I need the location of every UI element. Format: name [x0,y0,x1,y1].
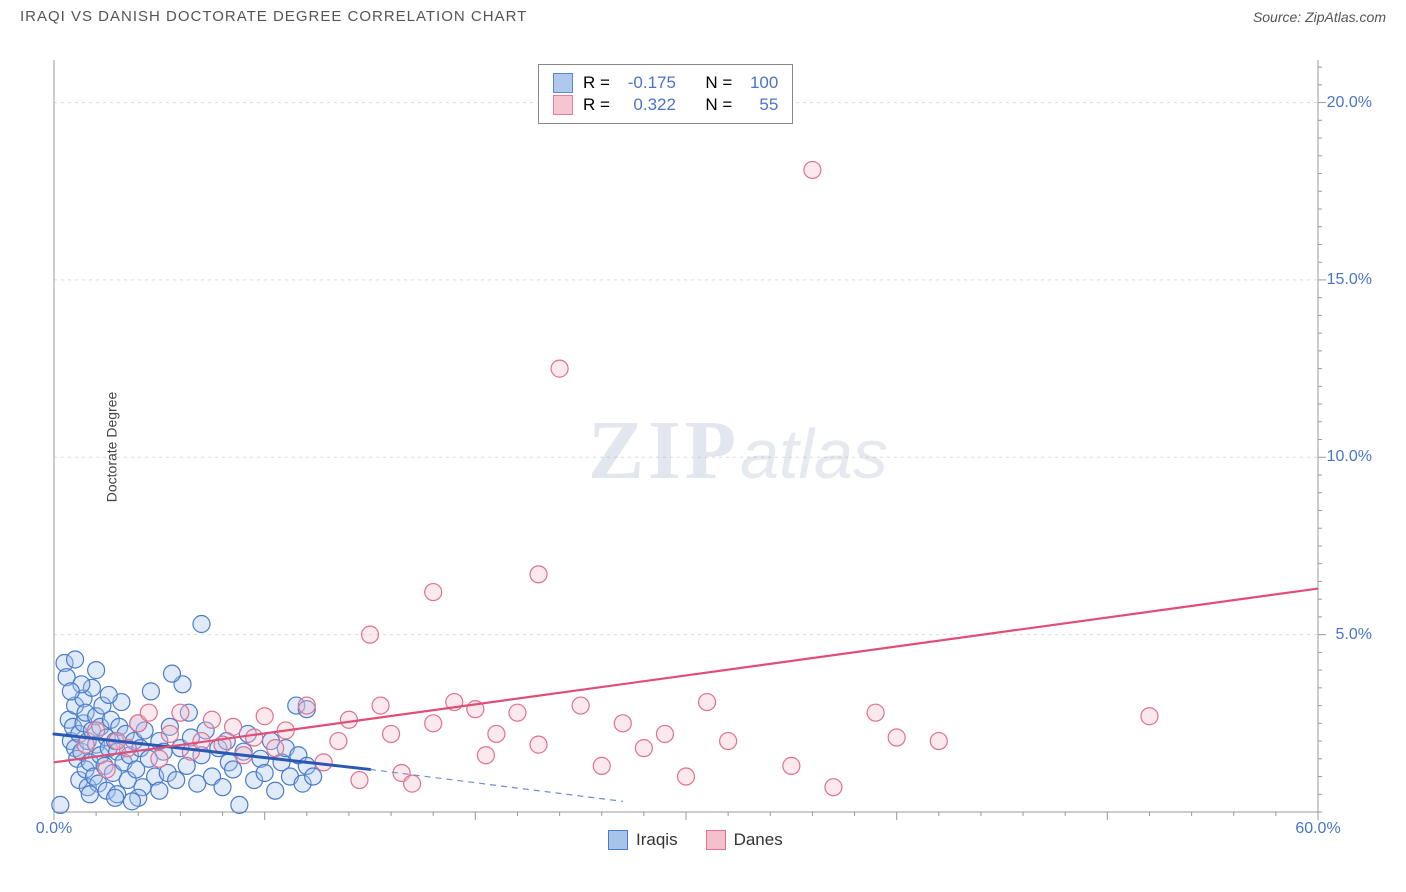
y-tick-label: 20.0% [1327,94,1372,112]
y-tick-label: 15.0% [1327,271,1372,289]
chart-source: Source: ZipAtlas.com [1253,9,1386,25]
stats-legend-row: R = 0.322 N = 55 [553,95,778,115]
x-tick-label: 0.0% [36,820,72,838]
legend-swatch [706,830,726,850]
n-value: 100 [742,73,778,93]
n-label: N = [705,73,732,93]
n-label: N = [705,95,732,115]
r-label: R = [583,73,610,93]
series-name: Danes [734,830,783,850]
scatter-plot-svg [48,52,1386,842]
n-value: 55 [742,95,778,115]
r-label: R = [583,95,610,115]
stats-legend-row: R = -0.175 N = 100 [553,73,778,93]
legend-swatch [608,830,628,850]
legend-swatch [553,95,573,115]
y-tick-label: 10.0% [1327,448,1372,466]
series-legend-item: Danes [706,830,783,850]
series-name: Iraqis [636,830,678,850]
stats-legend: R = -0.175 N = 100 R = 0.322 N = 55 [538,64,793,124]
chart-title: IRAQI VS DANISH DOCTORATE DEGREE CORRELA… [20,8,527,25]
x-tick-label: 60.0% [1295,820,1340,838]
y-tick-label: 5.0% [1336,626,1372,644]
series-legend: Iraqis Danes [608,830,783,850]
r-value: 0.322 [620,95,676,115]
chart-area: Doctorate Degree ZIPatlas R = -0.175 N =… [48,52,1386,842]
legend-swatch [553,73,573,93]
series-legend-item: Iraqis [608,830,678,850]
r-value: -0.175 [620,73,676,93]
